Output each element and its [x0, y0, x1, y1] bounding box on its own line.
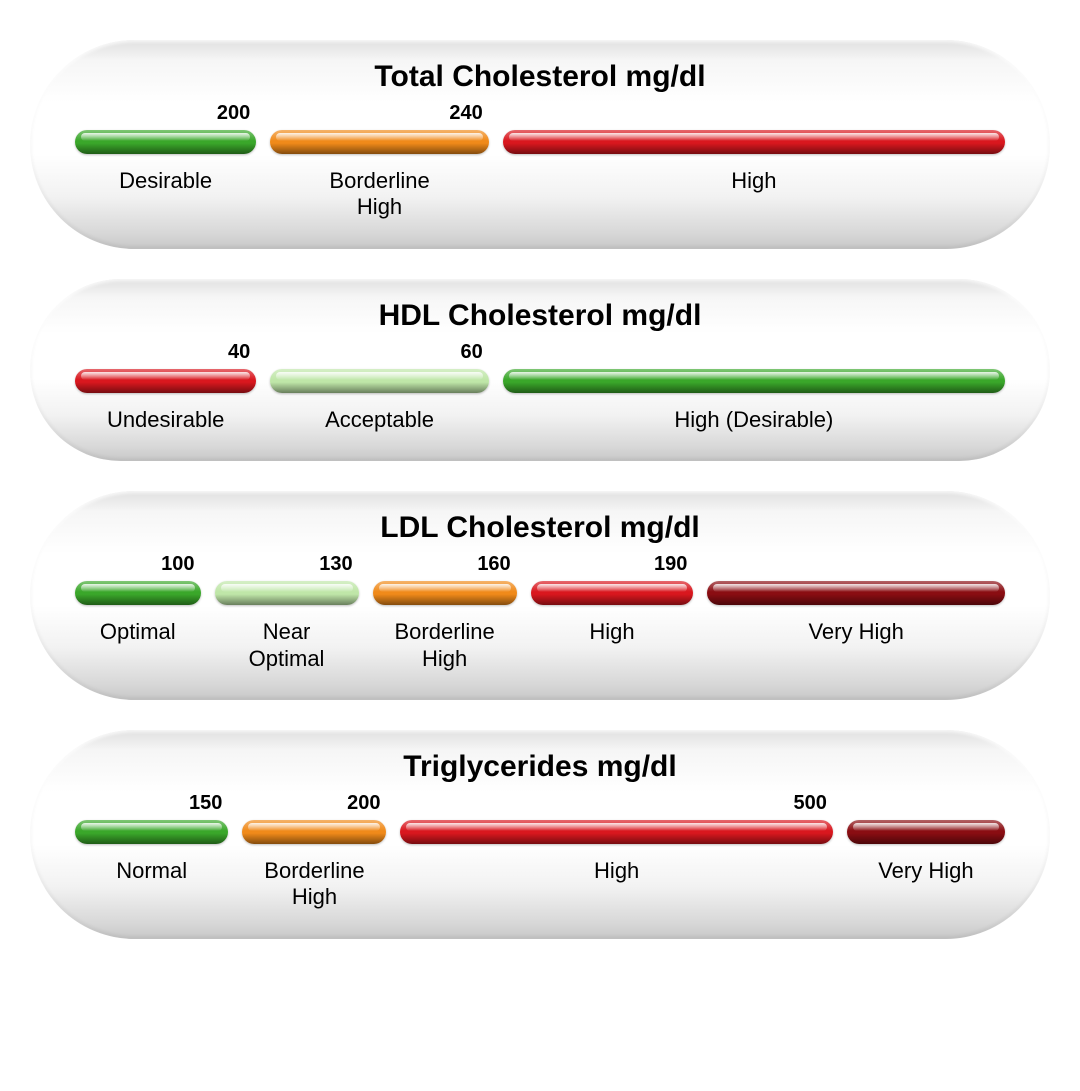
- segments-row: 100 Optimal 130 NearOptimal 160 BorderlineHig…: [75, 553, 1005, 672]
- segments-row: 200 Desirable 240 BorderlineHigh 0High: [75, 102, 1005, 221]
- segment-label: High: [400, 858, 832, 884]
- segments-row: 150 Normal 200 BorderlineHigh 500 High 0Very H…: [75, 792, 1005, 911]
- threshold-tick: 190: [531, 553, 694, 581]
- segment: 40 Undesirable: [75, 341, 270, 433]
- panel-title: LDL Cholesterol mg/dl: [75, 511, 1005, 545]
- segment-bar: [270, 130, 489, 154]
- segment: 0Very High: [847, 792, 1005, 884]
- segment: 200 BorderlineHigh: [242, 792, 400, 911]
- threshold-tick: 200: [242, 792, 386, 820]
- panel-title: Triglycerides mg/dl: [75, 750, 1005, 784]
- threshold-tick: 160: [373, 553, 517, 581]
- panel: Triglycerides mg/dl 150 Normal 200 Borderlin…: [30, 730, 1050, 939]
- segment: 130 NearOptimal: [215, 553, 373, 672]
- segment-label: High (Desirable): [503, 407, 1005, 433]
- segment-label: NearOptimal: [215, 619, 359, 672]
- segment-bar: [75, 369, 256, 393]
- segment-bar: [400, 820, 832, 844]
- threshold-tick: 240: [270, 102, 489, 130]
- segment: 240 BorderlineHigh: [270, 102, 503, 221]
- segments-row: 40 Undesirable 60 Acceptable 0High (Desirabl…: [75, 341, 1005, 433]
- segment: 0Very High: [707, 553, 1005, 645]
- threshold-tick: 500: [400, 792, 832, 820]
- segment: 0High (Desirable): [503, 341, 1005, 433]
- segment-label: High: [531, 619, 694, 645]
- panel-title: Total Cholesterol mg/dl: [75, 60, 1005, 94]
- segment-label: BorderlineHigh: [270, 168, 489, 221]
- threshold-tick: 150: [75, 792, 228, 820]
- segment-label: Optimal: [75, 619, 201, 645]
- segment: 0High: [503, 102, 1005, 194]
- panel-title: HDL Cholesterol mg/dl: [75, 299, 1005, 333]
- segment-label: Very High: [707, 619, 1005, 645]
- segment-label: High: [503, 168, 1005, 194]
- segment-label: Normal: [75, 858, 228, 884]
- threshold-tick: 130: [215, 553, 359, 581]
- segment-bar: [215, 581, 359, 605]
- segment-bar: [847, 820, 1005, 844]
- threshold-tick: 40: [75, 341, 256, 369]
- segment-label: Acceptable: [270, 407, 489, 433]
- segment-bar: [75, 130, 256, 154]
- segment-label: Very High: [847, 858, 1005, 884]
- panel: HDL Cholesterol mg/dl 40 Undesirable 60 Acce…: [30, 279, 1050, 461]
- segment: 500 High: [400, 792, 846, 884]
- segment: 60 Acceptable: [270, 341, 503, 433]
- segment-label: BorderlineHigh: [373, 619, 517, 672]
- segment-bar: [270, 369, 489, 393]
- segment-label: Desirable: [75, 168, 256, 194]
- panel: LDL Cholesterol mg/dl 100 Optimal 130 NearOp…: [30, 491, 1050, 700]
- segment: 160 BorderlineHigh: [373, 553, 531, 672]
- segment: 100 Optimal: [75, 553, 215, 645]
- segment-bar: [503, 369, 1005, 393]
- panel: Total Cholesterol mg/dl 200 Desirable 240 Bo…: [30, 40, 1050, 249]
- segment-bar: [373, 581, 517, 605]
- cholesterol-chart: Total Cholesterol mg/dl 200 Desirable 240 Bo…: [30, 40, 1050, 939]
- segment-bar: [503, 130, 1005, 154]
- threshold-tick: 200: [75, 102, 256, 130]
- segment-bar: [75, 820, 228, 844]
- threshold-tick: 60: [270, 341, 489, 369]
- segment: 190 High: [531, 553, 708, 645]
- threshold-tick: 100: [75, 553, 201, 581]
- segment-bar: [242, 820, 386, 844]
- segment-bar: [75, 581, 201, 605]
- segment-bar: [707, 581, 1005, 605]
- segment-bar: [531, 581, 694, 605]
- segment: 150 Normal: [75, 792, 242, 884]
- segment: 200 Desirable: [75, 102, 270, 194]
- segment-label: Undesirable: [75, 407, 256, 433]
- segment-label: BorderlineHigh: [242, 858, 386, 911]
